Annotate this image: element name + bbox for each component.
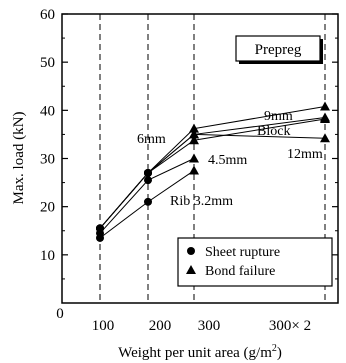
series-labels: Rib 3.2mm 4.5mm 6mm 9mm 12mm Block bbox=[137, 109, 323, 209]
point-s5-x0 bbox=[96, 224, 104, 233]
x-tick-label-0: 100 bbox=[92, 318, 115, 334]
series-label-5: Block bbox=[257, 124, 290, 139]
point-s3-x3 bbox=[320, 101, 330, 111]
prepreg-label: Prepreg bbox=[255, 42, 302, 58]
series-line-5 bbox=[99, 118, 326, 229]
point-s3-x2 bbox=[189, 123, 199, 133]
x-tick-label-3: 300× 2 bbox=[269, 318, 311, 334]
series-label-3: 9mm bbox=[264, 109, 293, 124]
point-s0-x2 bbox=[189, 165, 199, 175]
y-axis-title: Max. load (kN) bbox=[11, 112, 27, 205]
legend-box bbox=[177, 237, 333, 287]
x-axis-title: Weight per unit area (g/m2) bbox=[118, 343, 282, 361]
series-label-2: 6mm bbox=[137, 132, 166, 147]
legend-marker-0 bbox=[187, 247, 195, 255]
series-lines bbox=[99, 105, 326, 239]
y-axis: 10 20 30 40 50 60 0 bbox=[40, 7, 338, 322]
data-markers bbox=[96, 101, 330, 242]
series-label-1: 4.5mm bbox=[208, 153, 247, 168]
y-tick-label-2: 20 bbox=[40, 200, 55, 216]
y-tick-label-0: 0 bbox=[56, 306, 64, 322]
legend-marker-1 bbox=[186, 265, 196, 274]
x-tick-label-1: 200 bbox=[149, 318, 172, 334]
point-s0-x1 bbox=[144, 197, 152, 206]
y-tick-label-5: 50 bbox=[40, 55, 55, 71]
legend-label-1: Bond failure bbox=[205, 264, 275, 279]
series-line-2 bbox=[99, 117, 326, 229]
x-axis: 100 200 300 300× 2 bbox=[92, 318, 311, 334]
x-tick-label-2: 300 bbox=[198, 318, 221, 334]
legend: Sheet rupture Bond failure bbox=[177, 237, 333, 287]
legend-label-0: Sheet rupture bbox=[205, 245, 280, 260]
point-s4-x2 bbox=[189, 129, 199, 139]
point-s1-x2 bbox=[189, 153, 199, 163]
point-s5-x2 bbox=[189, 135, 199, 145]
prepreg-box: Prepreg bbox=[235, 35, 323, 64]
series-label-0: Rib 3.2mm bbox=[170, 194, 233, 209]
series-label-4: 12mm bbox=[287, 147, 323, 162]
y-tick-label-1: 10 bbox=[40, 248, 55, 264]
point-s1-x1 bbox=[144, 176, 152, 185]
point-s4-x3 bbox=[320, 133, 330, 143]
y-tick-label-6: 60 bbox=[40, 7, 55, 23]
y-tick-label-3: 30 bbox=[40, 152, 55, 168]
point-s5-x3 bbox=[320, 114, 330, 124]
point-s5-x1 bbox=[144, 168, 152, 177]
y-tick-label-4: 40 bbox=[40, 103, 55, 119]
